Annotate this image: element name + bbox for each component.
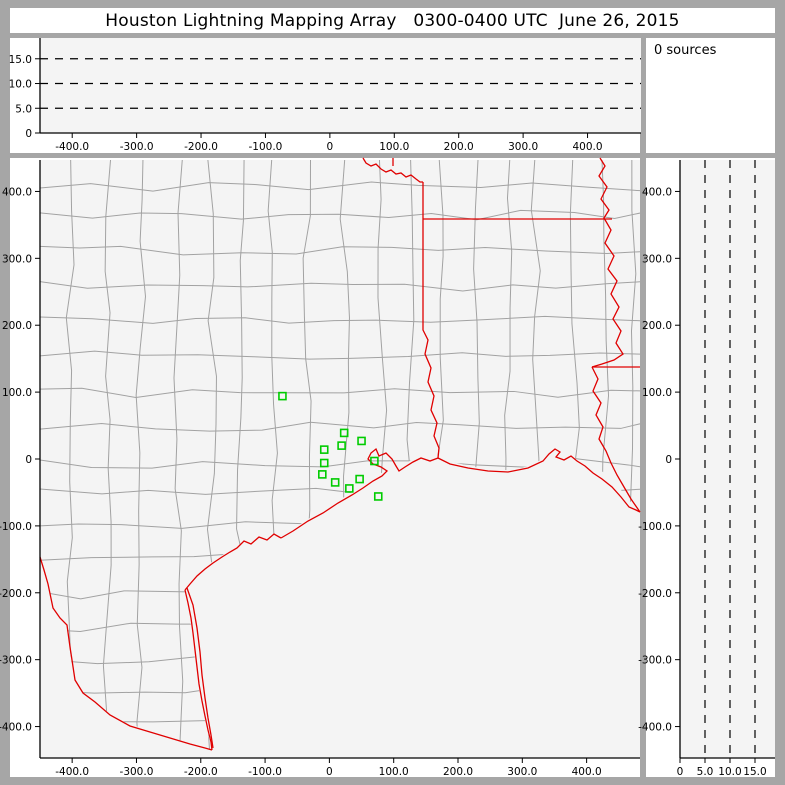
lma-station-marker [337,441,346,450]
tick-label: 0 [25,454,32,466]
tick-label: -400.0 [0,722,32,734]
tick-label: 10.0 [718,766,741,778]
tick-label: 400.0 [642,186,672,198]
tick-label: -300.0 [0,655,32,667]
tick-label: -200.0 [184,766,218,778]
tick-label: 0 [326,766,333,778]
sources-count-panel: 0 sources [646,38,775,153]
tick-label: -100.0 [249,141,283,153]
lma-station-marker [370,456,379,466]
tick-label: 300.0 [508,141,538,153]
tick-label: 200.0 [2,320,32,332]
tick-label: 5.0 [697,766,714,778]
tick-label: 300.0 [507,766,537,778]
lma-station-markers [278,391,383,501]
lma-station-marker [330,478,340,487]
tick-label: -400.0 [638,722,672,734]
altitude-ns-panel[interactable]: 0 5.0 10.0 15.0 400.0 300.0 200.0 100.0 0 -100.0 -… [638,158,775,778]
tick-label: -100.0 [638,521,672,533]
tick-label: -200.0 [184,141,218,153]
window-title: Houston Lightning Mapping Array 0300-040… [105,10,680,31]
tick-label: -300.0 [120,141,154,153]
tick-label: 100.0 [642,387,672,399]
tick-label: -200.0 [638,588,672,600]
tick-label: -100.0 [0,521,32,533]
sources-count-label: 0 sources [654,43,717,58]
tick-label: 400.0 [572,766,602,778]
tick-label: -100.0 [248,766,282,778]
plan-map-plot: -400.0 -300.0 -200.0 -100.0 0 100.0 200.0 300.0… [0,157,641,778]
lma-station-marker [318,470,327,479]
tick-label: 0 [677,766,684,778]
tick-label: -400.0 [55,141,89,153]
tick-label: 200.0 [642,320,672,332]
lma-station-marker [339,428,349,438]
tick-label: 100.0 [379,141,409,153]
tick-label: 200.0 [443,766,473,778]
lma-station-marker [373,492,383,501]
tick-label: 100.0 [2,387,32,399]
lma-station-marker [355,474,364,484]
tick-label: 0 [25,128,32,140]
tick-label: 400.0 [573,141,603,153]
tick-label: 0 [327,141,334,153]
tick-label: -300.0 [120,766,154,778]
tick-label: -400.0 [55,766,89,778]
alt-ew-plot: -400.0 -300.0 -200.0 -100.0 0 100.0 200.0 300.0… [9,38,641,153]
lma-station-marker [345,484,354,493]
lma-station-marker [319,458,329,468]
lma-station-marker [357,436,366,446]
tick-label: -200.0 [0,588,32,600]
tick-label: 300.0 [2,253,32,265]
tick-label: 15.0 [743,766,766,778]
alt-ns-plot: 0 5.0 10.0 15.0 400.0 300.0 200.0 100.0 0 -100.0 -… [638,160,775,778]
tick-label: 200.0 [444,141,474,153]
lma-station-marker [319,445,329,454]
tick-label: 100.0 [379,766,409,778]
tick-label: 15.0 [9,54,32,66]
tick-label: 5.0 [15,103,32,115]
tick-label: 10.0 [9,79,32,91]
plan-view-map-panel[interactable]: -400.0 -300.0 -200.0 -100.0 0 100.0 200.0 300.0… [0,157,641,778]
tick-label: -300.0 [638,655,672,667]
tick-label: 400.0 [2,186,32,198]
tick-label: 0 [665,454,672,466]
altitude-ew-panel[interactable]: -400.0 -300.0 -200.0 -100.0 0 100.0 200.0 300.0… [9,38,641,153]
state-and-coast-boundaries [39,157,641,751]
lma-station-marker [278,391,287,401]
window-title-bar: Houston Lightning Mapping Array 0300-040… [10,8,775,33]
tick-label: 300.0 [642,253,672,265]
